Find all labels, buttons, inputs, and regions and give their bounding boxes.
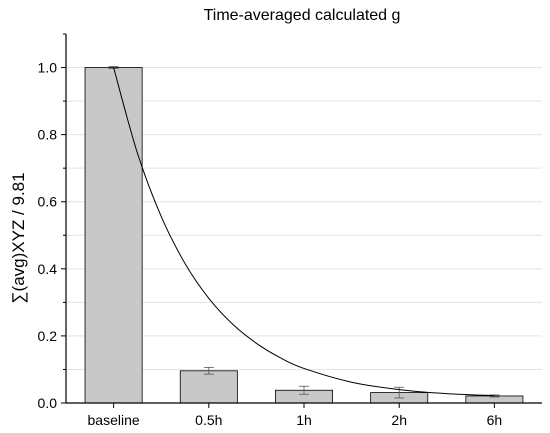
y-tick-label: 0.2 xyxy=(38,328,58,344)
error-bar-0.5h xyxy=(203,367,214,375)
error-bars xyxy=(108,66,500,399)
y-tick-label: 0.4 xyxy=(38,261,58,277)
x-tick-label-6h: 6h xyxy=(487,412,503,428)
x-tick-label-0.5h: 0.5h xyxy=(195,412,222,428)
y-tick-label: 0.8 xyxy=(38,127,58,143)
chart-title: Time-averaged calculated g xyxy=(204,7,401,24)
bar-0.5h xyxy=(179,370,238,404)
y-ticks: 0.0 0.2 0.4 0.6 0.8 1.0 xyxy=(38,33,66,411)
x-ticks: baseline 0.5h 1h 2h 6h xyxy=(88,403,503,428)
y-tick-label: 0.6 xyxy=(38,194,58,210)
bar-baseline xyxy=(84,67,143,404)
y-tick-label: 0.0 xyxy=(38,395,58,411)
error-bar-1h xyxy=(299,385,309,395)
grid-lines xyxy=(66,67,542,370)
x-tick-label-2h: 2h xyxy=(391,412,407,428)
trendline xyxy=(113,67,495,397)
y-tick-label: 1.0 xyxy=(38,60,58,76)
trendline-curve xyxy=(113,67,495,397)
x-tick-label-baseline: baseline xyxy=(88,412,140,428)
error-bar-2h xyxy=(394,386,405,399)
y-axis-label: ∑(avg)XYZ / 9.81 xyxy=(9,172,28,303)
x-tick-label-1h: 1h xyxy=(296,412,312,428)
